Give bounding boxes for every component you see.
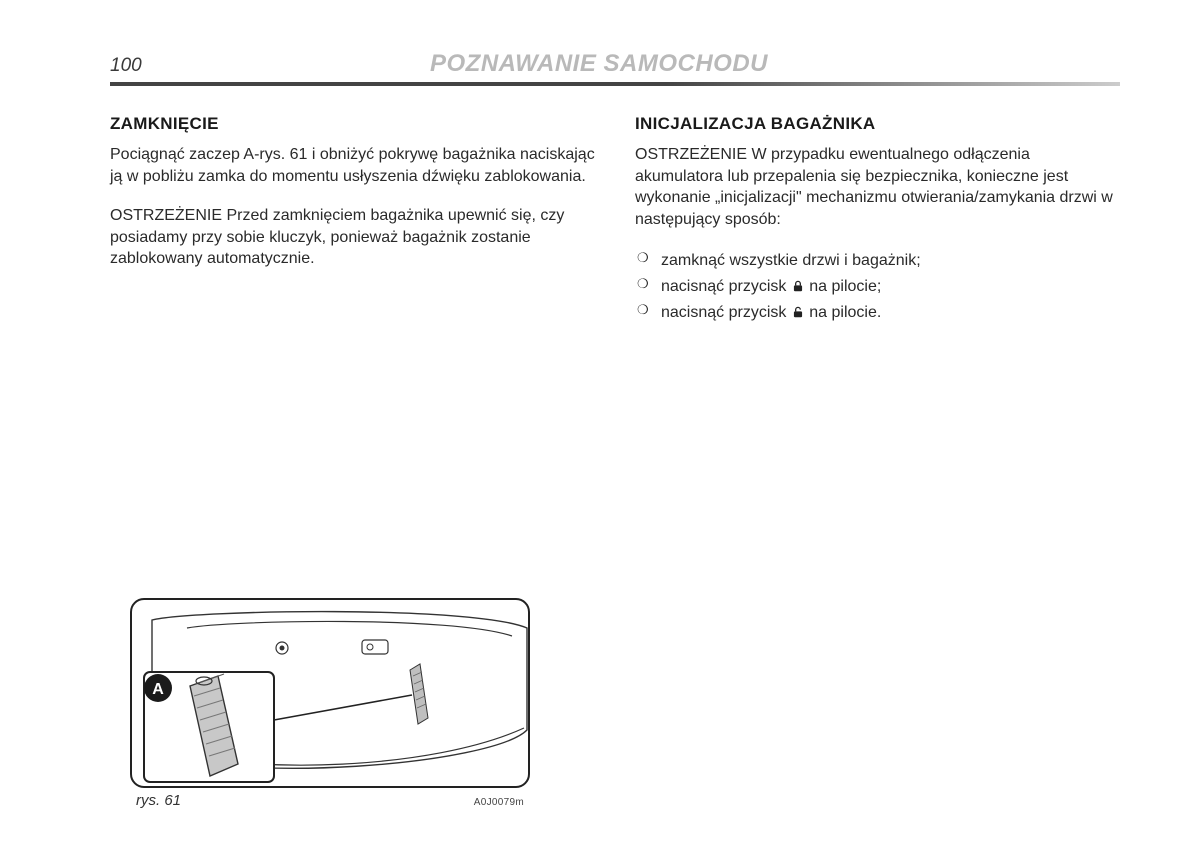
- figure-label-a: A: [152, 681, 164, 698]
- left-heading: ZAMKNIĘCIE: [110, 114, 595, 134]
- manual-page: 100 POZNAWANIE SAMOCHODU ZAMKNIĘCIE Poci…: [0, 0, 1200, 845]
- list-item: nacisnąć przycisk na pilocie;: [635, 274, 1120, 300]
- list-item-text-pre: nacisnąć przycisk: [661, 304, 791, 321]
- figure-code: A0J0079m: [474, 797, 524, 808]
- page-number: 100: [110, 55, 430, 77]
- right-heading: INICJALIZACJA BAGAŻNIKA: [635, 114, 1120, 134]
- left-para-1: Pociągnąć zaczep A-rys. 61 i obniżyć pok…: [110, 144, 595, 187]
- list-item-text-post: na pilocie.: [809, 304, 881, 321]
- list-item-text-pre: nacisnąć przycisk: [661, 278, 791, 295]
- left-column: ZAMKNIĘCIE Pociągnąć zaczep A-rys. 61 i …: [110, 114, 595, 325]
- right-column: INICJALIZACJA BAGAŻNIKA OSTRZEŻENIE W pr…: [635, 114, 1120, 325]
- trunk-handle-illustration: A: [132, 600, 532, 790]
- content-columns: ZAMKNIĘCIE Pociągnąć zaczep A-rys. 61 i …: [110, 114, 1120, 325]
- figure-caption: rys. 61: [136, 792, 181, 809]
- figure-61: A rys. 61 A0: [130, 598, 530, 809]
- header-rule: [110, 82, 1120, 86]
- init-list: zamknąć wszystkie drzwi i bagażnik; naci…: [635, 248, 1120, 325]
- list-item: nacisnąć przycisk na pilocie.: [635, 300, 1120, 326]
- left-para-2: OSTRZEŻENIE Przed zamknięciem bagażnika …: [110, 205, 595, 270]
- chapter-title: POZNAWANIE SAMOCHODU: [430, 50, 768, 78]
- figure-caption-row: rys. 61 A0J0079m: [130, 788, 530, 809]
- list-item-text-post: na pilocie;: [809, 278, 881, 295]
- right-para-1: OSTRZEŻENIE W przypadku ewentualnego odł…: [635, 144, 1120, 230]
- list-item: zamknąć wszystkie drzwi i bagażnik;: [635, 248, 1120, 274]
- lock-closed-icon: [791, 279, 805, 293]
- list-item-text: zamknąć wszystkie drzwi i bagażnik;: [661, 252, 921, 269]
- header-row: 100 POZNAWANIE SAMOCHODU: [110, 50, 1120, 78]
- lock-open-icon: [791, 305, 805, 319]
- figure-frame: A: [130, 598, 530, 788]
